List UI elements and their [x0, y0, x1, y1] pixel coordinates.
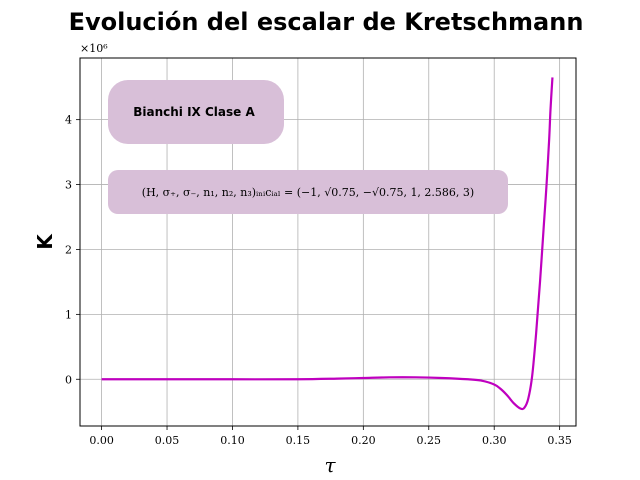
annotation-text-title: Bianchi IX Clase A — [133, 105, 255, 119]
annotation-box-initial: (H, σ₊, σ₋, n₁, n₂, n₃)ᵢₙᵢcᵢₐₗ = (−1, √0… — [108, 170, 508, 214]
y-axis-label: K — [33, 233, 57, 250]
series-layer — [101, 77, 554, 411]
y-tick-label: 2 — [65, 243, 72, 256]
x-tick-label: 0.30 — [482, 434, 507, 447]
x-axis-label: τ — [324, 453, 336, 477]
x-tick-label: 0.05 — [155, 434, 180, 447]
chart-title: Evolución del escalar de Kretschmann — [69, 8, 584, 36]
y-tick-label: 1 — [65, 308, 72, 321]
annotation-bg-title — [108, 80, 284, 144]
x-tick-label: 0.25 — [417, 434, 442, 447]
x-tick-label: 0.20 — [351, 434, 376, 447]
annotation-bg-initial — [108, 170, 508, 214]
annotation-text-initial: (H, σ₊, σ₋, n₁, n₂, n₃)ᵢₙᵢcᵢₐₗ = (−1, √0… — [142, 186, 474, 199]
series-line-0 — [101, 77, 554, 411]
plot-frame — [79, 57, 577, 427]
x-tick-label: 0.10 — [220, 434, 245, 447]
y-tick-label: 3 — [65, 179, 72, 192]
x-tick-label: 0.00 — [89, 434, 114, 447]
y-tick-label: 4 — [65, 114, 72, 127]
y-offset-label: ×10⁶ — [80, 42, 108, 55]
y-tick-label: 0 — [65, 373, 72, 386]
annotation-box-title: Bianchi IX Clase A — [108, 80, 284, 144]
x-tick-label: 0.35 — [547, 434, 572, 447]
axis-ticks: 0.00 0.05 0.10 0.15 0.20 0.25 0.30 0.35 0 1 2 3 4 — [65, 114, 572, 447]
x-tick-label: 0.15 — [286, 434, 311, 447]
